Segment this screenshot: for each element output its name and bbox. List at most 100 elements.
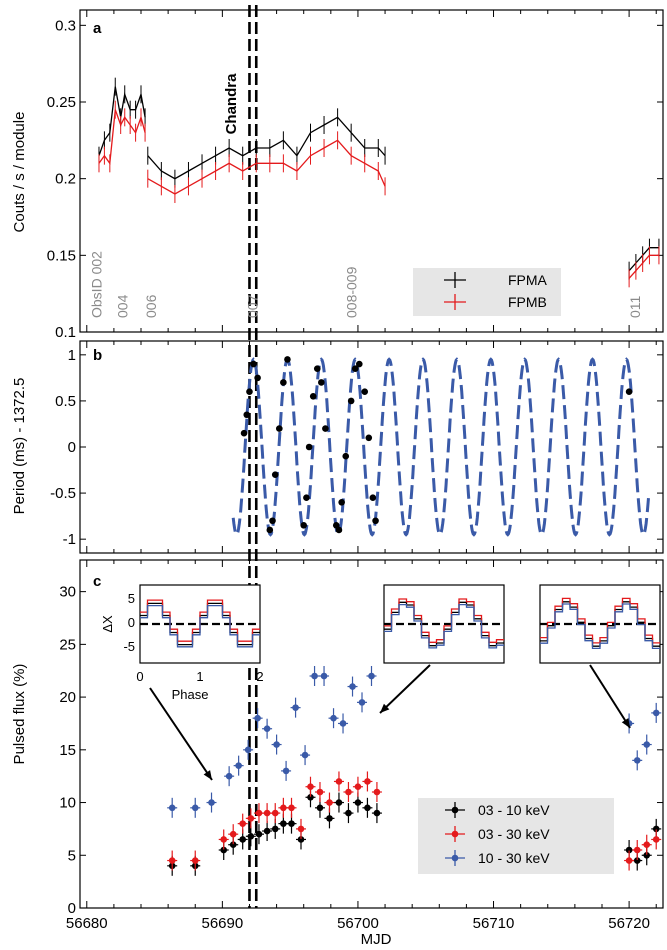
ytick-label: 15 — [59, 742, 76, 759]
pulsed-point — [229, 830, 237, 838]
legend-a-label: FPMA — [508, 272, 548, 288]
pulsed-point — [316, 788, 324, 796]
pulsed-point — [316, 804, 324, 812]
xtick-label: 56720 — [608, 915, 650, 932]
pulsed-point — [633, 857, 641, 864]
ytick-label: 0 — [68, 439, 76, 456]
pulsed-point — [652, 836, 660, 843]
legend-c-swatch — [451, 806, 459, 814]
legend-c-swatch — [451, 830, 459, 838]
period-point — [347, 397, 355, 405]
pulsed-point — [225, 772, 233, 780]
inset-ylabel: ΔX — [100, 615, 115, 633]
ytick-label: 0.1 — [55, 324, 76, 341]
period-point — [276, 425, 283, 432]
period-point — [269, 517, 276, 525]
pulsed-point — [633, 757, 641, 764]
pulsed-point — [292, 704, 299, 711]
lightcurve-fpmb — [98, 109, 146, 166]
pulsed-point — [255, 830, 263, 838]
pulsed-point — [330, 714, 337, 722]
legend-a-box — [413, 268, 561, 316]
profile-inset-2 — [383, 584, 505, 664]
pulsed-point — [263, 725, 271, 733]
ytick-label: 0.5 — [55, 393, 76, 410]
chart-marks: 0.10.150.20.250.3-1-0.500.51051015202530… — [47, 5, 664, 932]
pulsed-point — [349, 683, 356, 690]
period-point — [313, 365, 321, 372]
lightcurve-fpmb — [147, 139, 386, 195]
panel-b-ylabel: Period (ms) - 1372.5 — [11, 378, 28, 515]
inset-arrow — [379, 664, 431, 714]
pulsed-point — [220, 846, 228, 854]
pulsed-point — [168, 804, 176, 812]
pulsed-point — [354, 799, 362, 806]
ytick-label: 0.15 — [47, 247, 76, 264]
pulsed-point — [364, 804, 371, 812]
period-point — [372, 517, 379, 525]
pulsed-point — [273, 741, 280, 748]
ytick-label: 0 — [68, 900, 76, 917]
xtick-label: 56680 — [66, 915, 108, 932]
ytick-label: -0.5 — [50, 485, 76, 502]
pulsed-point — [311, 672, 318, 680]
pulsed-point — [191, 857, 199, 864]
ytick-label: 30 — [59, 584, 76, 601]
pulsed-point — [345, 809, 352, 817]
profile-inset-3 — [539, 584, 661, 664]
pulsed-point — [326, 815, 333, 822]
period-point — [280, 379, 287, 386]
inset-ytick-label: -5 — [123, 639, 135, 654]
period-point — [625, 388, 633, 395]
chandra-annotation: Chandra — [223, 73, 240, 135]
lightcurve-fpmb — [628, 254, 659, 279]
pulsed-point — [239, 836, 246, 843]
panel-c-ylabel: Pulsed flux (%) — [11, 664, 28, 765]
period-point — [243, 411, 251, 419]
pulsed-point — [643, 851, 651, 859]
panel-a-ylabel: Couts / s / module — [11, 112, 28, 233]
pulsed-point — [288, 804, 295, 812]
period-point — [361, 388, 369, 395]
period-point — [342, 452, 350, 460]
pulsed-point — [307, 783, 314, 791]
period-point — [338, 499, 345, 506]
pulsed-point — [345, 788, 352, 796]
inset-ytick-label: 5 — [128, 591, 135, 606]
inset-arrowhead — [203, 770, 212, 780]
pulsed-point — [280, 804, 287, 812]
panel-a-letter: a — [93, 20, 102, 37]
panel-c-letter: c — [93, 573, 101, 590]
pulsed-point — [652, 825, 660, 833]
xtick-label: 56690 — [202, 915, 244, 932]
legend-c-label: 10 - 30 keV — [478, 850, 550, 866]
pulsed-point — [643, 841, 651, 849]
pulsed-point — [339, 720, 347, 727]
pulsed-point — [633, 846, 641, 854]
inset-arrow — [589, 664, 631, 729]
pulsed-point — [643, 741, 651, 748]
panel-b-letter: b — [93, 347, 102, 364]
pulsed-point — [263, 809, 271, 817]
inset-xtick-label: 0 — [136, 669, 143, 684]
panel-frame-0 — [79, 9, 664, 333]
pulsed-point — [354, 783, 362, 791]
period-point — [271, 471, 279, 478]
pulsed-point — [255, 809, 263, 817]
inset-xtick-label: 1 — [196, 669, 203, 684]
ytick-label: 10 — [59, 795, 76, 812]
panel-b-period: b Period (ms) - 1372.5 — [11, 347, 102, 514]
panel-frame-2 — [79, 559, 664, 909]
period-point — [240, 429, 248, 437]
legend-c-label: 03 - 30 keV — [478, 826, 550, 842]
pulsed-point — [254, 714, 261, 722]
pulsed-point — [364, 778, 371, 785]
pulsed-point — [282, 767, 290, 775]
period-point — [369, 494, 377, 501]
period-point — [300, 522, 308, 529]
pulsed-point — [301, 751, 309, 759]
pulsed-point — [191, 804, 199, 812]
legend-a-label: FPMB — [508, 294, 547, 310]
inset-arrowhead — [621, 718, 630, 728]
